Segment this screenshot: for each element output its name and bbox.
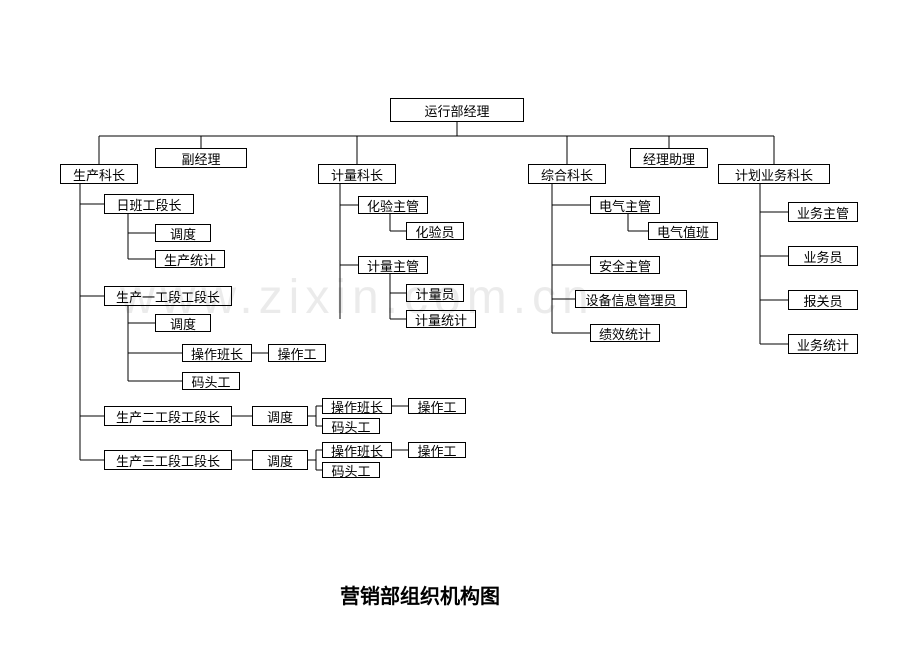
- org-node-op2: 操作工: [408, 398, 466, 414]
- org-node-dock3: 码头工: [322, 462, 380, 478]
- org-node-plan_chief: 计划业务科长: [718, 164, 830, 184]
- org-node-op1: 操作工: [268, 344, 326, 362]
- org-node-root: 运行部经理: [390, 98, 524, 122]
- org-node-day_shift: 日班工段长: [104, 194, 194, 214]
- org-node-meter_staff: 计量员: [406, 284, 464, 302]
- org-node-chem_sup: 化验主管: [358, 196, 428, 214]
- org-node-prod_chief: 生产科长: [60, 164, 138, 184]
- org-node-elec_duty: 电气值班: [648, 222, 718, 240]
- org-node-meter_chief: 计量科长: [318, 164, 396, 184]
- org-node-meter_sup: 计量主管: [358, 256, 428, 274]
- org-node-op_lead3: 操作班长: [322, 442, 392, 458]
- org-node-dock1: 码头工: [182, 372, 240, 390]
- org-node-perf_stat: 绩效统计: [590, 324, 660, 342]
- org-node-op_lead1: 操作班长: [182, 344, 252, 362]
- chart-title: 营销部组织机构图: [340, 580, 500, 609]
- org-node-biz_stat: 业务统计: [788, 334, 858, 354]
- org-node-biz_staff: 业务员: [788, 246, 858, 266]
- org-node-dock2: 码头工: [322, 418, 380, 434]
- org-node-op_lead2: 操作班长: [322, 398, 392, 414]
- org-node-op3: 操作工: [408, 442, 466, 458]
- org-node-dispatch2: 调度: [155, 314, 211, 332]
- org-node-prod3_lead: 生产三工段工段长: [104, 450, 232, 470]
- org-node-dev_info: 设备信息管理员: [575, 290, 687, 308]
- org-node-dispatch1: 调度: [155, 224, 211, 242]
- org-node-biz_sup: 业务主管: [788, 202, 858, 222]
- org-node-meter_stat: 计量统计: [406, 310, 476, 328]
- org-node-chem_tester: 化验员: [406, 222, 464, 240]
- org-node-prod1_lead: 生产一工段工段长: [104, 286, 232, 306]
- org-node-prod_stat: 生产统计: [155, 250, 225, 268]
- org-node-asst_mgr: 经理助理: [630, 148, 708, 168]
- org-node-elec_sup: 电气主管: [590, 196, 660, 214]
- org-node-dispatch3: 调度: [252, 406, 308, 426]
- org-node-safety_sup: 安全主管: [590, 256, 660, 274]
- org-node-vice_mgr: 副经理: [155, 148, 247, 168]
- org-node-gen_chief: 综合科长: [528, 164, 606, 184]
- org-node-customs: 报关员: [788, 290, 858, 310]
- org-node-dispatch4: 调度: [252, 450, 308, 470]
- org-node-prod2_lead: 生产二工段工段长: [104, 406, 232, 426]
